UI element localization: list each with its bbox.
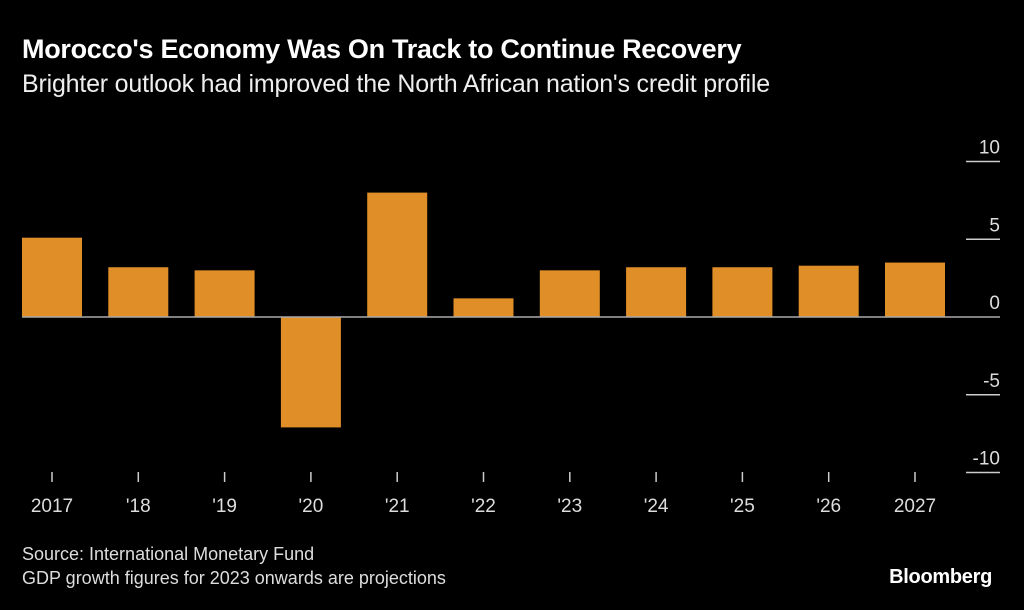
x-tick-label: '23 [557,496,582,517]
x-tick-label: '18 [126,496,151,517]
bar-20 [280,317,341,428]
x-tick-label: '24 [644,496,669,517]
bar-chart: 10 5 0 -5 -10 2017 '18 '19 '20 '21 '22 '23 '24 '25 '26… [22,138,1000,517]
bar-26 [798,265,859,317]
footnote: GDP growth figures for 2023 onwards are … [22,568,446,588]
x-tick-label: '22 [471,496,496,517]
bar-24 [626,267,687,317]
x-tick-label: '26 [816,496,841,517]
y-tick-label: 5 [989,215,1000,236]
chart-subtitle: Brighter outlook had improved the North … [22,70,770,98]
x-tick-label: '25 [730,496,755,517]
bar-19 [194,270,255,317]
bar-22 [453,298,514,317]
bar-25 [712,267,773,317]
bar-18 [108,267,169,317]
x-tick-label: 2017 [31,496,73,517]
bar-23 [539,270,600,317]
bar-2027 [885,262,945,317]
y-tick-label: -10 [973,449,1000,470]
x-tick-label: '19 [212,496,237,517]
y-tick-label: 10 [979,138,1000,159]
chart-title: Morocco's Economy Was On Track to Contin… [22,34,742,64]
bar-21 [367,192,428,317]
y-tick-label: 0 [989,293,1000,314]
x-tick-label: 2027 [894,496,936,517]
x-tick-label: '20 [299,496,324,517]
bar-2017 [22,237,82,317]
source-note: Source: International Monetary Fund [22,544,315,564]
bloomberg-logo: Bloomberg [889,566,992,588]
x-tick-label: '21 [385,496,410,517]
y-tick-label: -5 [983,371,1000,392]
